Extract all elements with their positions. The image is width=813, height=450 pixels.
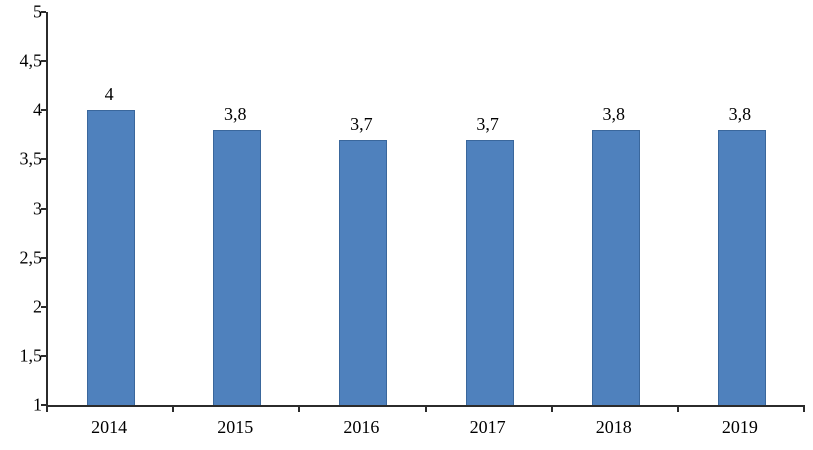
y-axis-tick bbox=[41, 305, 46, 308]
y-axis-tick-label: 2 bbox=[33, 296, 42, 317]
bar-value-label: 3,7 bbox=[476, 113, 499, 134]
bar-value-label: 3,7 bbox=[350, 113, 373, 134]
y-axis-tick bbox=[41, 354, 46, 357]
x-axis-tick bbox=[298, 407, 301, 412]
x-axis-label: 2014 bbox=[91, 417, 128, 437]
y-axis-tick bbox=[41, 60, 46, 63]
y-axis-tick-label: 4,5 bbox=[19, 50, 43, 71]
x-axis-label: 2018 bbox=[595, 417, 632, 437]
bar-value-label: 3,8 bbox=[224, 103, 247, 124]
x-axis-label: 2015 bbox=[217, 417, 254, 437]
y-axis-tick-label: 3 bbox=[33, 198, 42, 218]
y-axis-tick-label: 3,5 bbox=[19, 148, 43, 169]
y-axis-tick-label: 1,5 bbox=[19, 345, 43, 366]
bar bbox=[339, 139, 388, 405]
x-axis-label: 2019 bbox=[721, 417, 758, 437]
y-axis-tick bbox=[41, 207, 46, 210]
x-axis-tick bbox=[550, 407, 553, 412]
x-axis-tick bbox=[676, 407, 679, 412]
bar bbox=[717, 129, 766, 405]
bar-value-label: 3,8 bbox=[728, 103, 752, 124]
x-axis-label: 2017 bbox=[469, 417, 506, 437]
bar bbox=[591, 129, 640, 405]
x-axis-tick bbox=[46, 407, 48, 412]
x-axis-tick bbox=[803, 407, 805, 412]
bar bbox=[213, 129, 262, 405]
y-axis-tick-label: 4 bbox=[33, 99, 42, 120]
y-axis-tick bbox=[41, 11, 46, 13]
x-axis-label: 2016 bbox=[343, 417, 380, 437]
y-axis-tick bbox=[41, 256, 46, 259]
y-axis-tick bbox=[41, 109, 46, 112]
bar-value-label: 3,8 bbox=[602, 103, 626, 124]
bar-value-label: 4 bbox=[104, 84, 114, 105]
y-axis-tick-label: 1 bbox=[33, 394, 42, 415]
y-axis-tick-label: 5 bbox=[33, 1, 42, 22]
x-axis-tick bbox=[424, 407, 427, 412]
bar bbox=[87, 110, 136, 405]
x-axis-tick bbox=[172, 407, 175, 412]
bar bbox=[465, 139, 514, 405]
y-axis-tick-label: 2,5 bbox=[19, 247, 43, 268]
plot-area bbox=[46, 12, 805, 407]
y-axis-tick bbox=[41, 158, 46, 161]
y-axis-tick bbox=[41, 404, 46, 406]
